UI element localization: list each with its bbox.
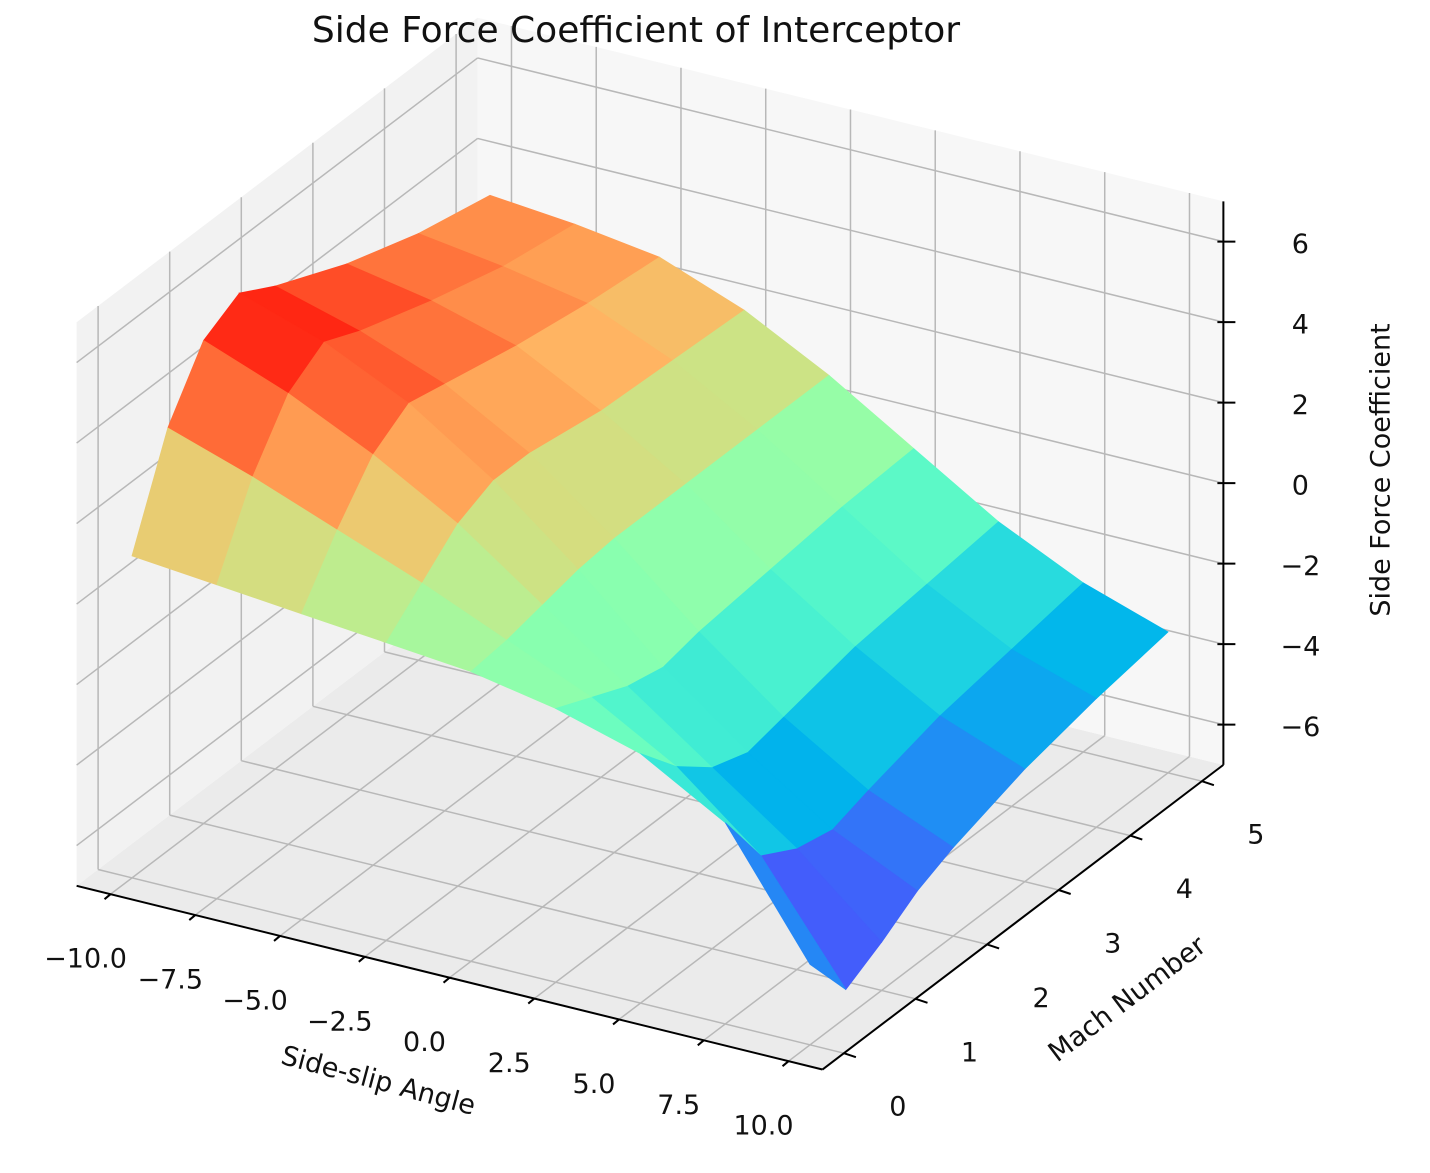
z-tick-label: −2 [1280, 551, 1320, 582]
x-tick [358, 956, 366, 963]
surface [131, 194, 1169, 991]
x-tick [612, 1018, 620, 1026]
z-tick-label: 0 [1292, 471, 1309, 502]
y-tick-label: 4 [1176, 874, 1193, 905]
grid-line [788, 755, 1190, 1062]
z-axis-label: Side Force Coefficient [1366, 323, 1397, 616]
y-tick-label: 2 [1033, 983, 1050, 1014]
x-tick-label: −7.5 [137, 965, 203, 996]
x-tick-label: 7.5 [657, 1090, 700, 1121]
y-tick-label: 5 [1247, 820, 1264, 851]
x-axis-label: Side-slip Angle [278, 1040, 479, 1122]
axis-line [821, 764, 1224, 1071]
x-tick [188, 914, 196, 921]
y-tick [1201, 780, 1215, 787]
x-tick [103, 893, 112, 900]
y-tick [1058, 889, 1072, 895]
x-tick [273, 935, 281, 942]
z-tick-label: 2 [1292, 390, 1309, 421]
y-tick-label: 1 [961, 1037, 978, 1068]
x-tick [442, 976, 451, 984]
grid-line [97, 868, 845, 1054]
axes: −10.0 −7.5 −5.0 −2.5 0.0 2.5 5.0 7.5 10.0 0 1 2 3 4 5 −… [44, 201, 1320, 1142]
y-tick [843, 1052, 857, 1059]
x-tick-label: 2.5 [488, 1048, 531, 1079]
z-tick-label: −4 [1280, 632, 1320, 663]
grid-line [169, 814, 916, 1000]
y-tick-label: 3 [1104, 929, 1121, 960]
y-axis-label: Mach Number [1043, 929, 1213, 1068]
x-tick-label: −5.0 [222, 985, 288, 1016]
grid-line [477, 57, 1224, 243]
x-tick [527, 997, 535, 1005]
z-tick-label: 6 [1292, 229, 1309, 260]
y-tick [986, 943, 1000, 950]
x-tick-label: 10.0 [733, 1111, 793, 1142]
chart-title: Side Force Coefficient of Interceptor [312, 10, 960, 51]
y-tick [915, 997, 928, 1004]
x-tick [697, 1039, 705, 1047]
x-tick [781, 1060, 790, 1067]
y-tick [1129, 834, 1143, 841]
x-tick-label: −2.5 [307, 1006, 373, 1037]
x-tick-label: 0.0 [403, 1027, 446, 1058]
y-tick-label: 0 [889, 1092, 906, 1123]
grid-line [477, 137, 1224, 323]
grid-line [76, 57, 479, 364]
z-tick-label: −6 [1280, 712, 1320, 743]
x-tick-label: −10.0 [44, 944, 127, 975]
x-tick-label: 5.0 [573, 1069, 616, 1100]
surface-cell [724, 822, 847, 990]
z-tick-label: 4 [1292, 310, 1309, 341]
